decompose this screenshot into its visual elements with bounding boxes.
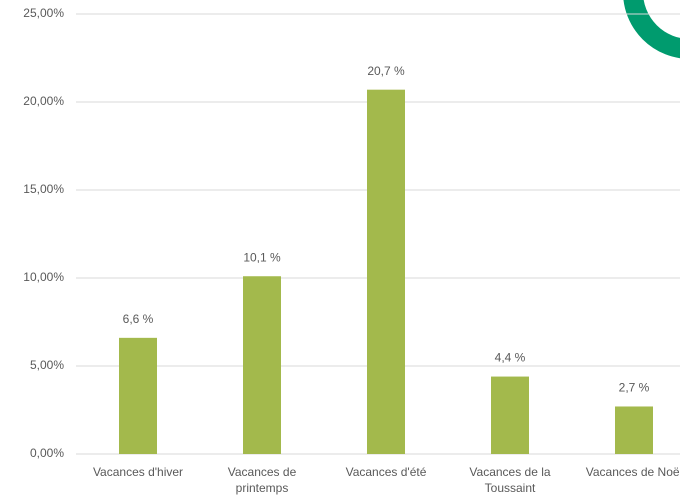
- x-tick-label: Vacances de la Toussaint: [469, 465, 550, 495]
- x-tick-label: Vacances de printemps: [228, 465, 297, 495]
- y-tick-label: 15,00%: [23, 182, 64, 196]
- y-tick-label: 10,00%: [23, 270, 64, 284]
- bar: [243, 276, 281, 454]
- bar: [491, 376, 529, 454]
- data-label: 10,1 %: [243, 250, 281, 264]
- data-label: 2,7 %: [619, 381, 650, 395]
- y-tick-label: 0,00%: [30, 446, 64, 460]
- bar: [119, 337, 157, 454]
- y-tick-label: 25,00%: [23, 6, 64, 20]
- data-label: 6,6 %: [123, 312, 154, 326]
- x-tick-label: Vacances d'été: [346, 465, 427, 479]
- bar: [615, 406, 653, 454]
- data-label: 4,4 %: [495, 351, 526, 365]
- x-tick-label: Vacances de Noël: [586, 465, 680, 479]
- y-tick-label: 20,00%: [23, 94, 64, 108]
- data-label: 20,7 %: [367, 64, 405, 78]
- y-tick-label: 5,00%: [30, 358, 64, 372]
- x-tick-label: Vacances d'hiver: [93, 465, 183, 479]
- bar: [367, 89, 405, 455]
- logo-arc: [623, 0, 680, 59]
